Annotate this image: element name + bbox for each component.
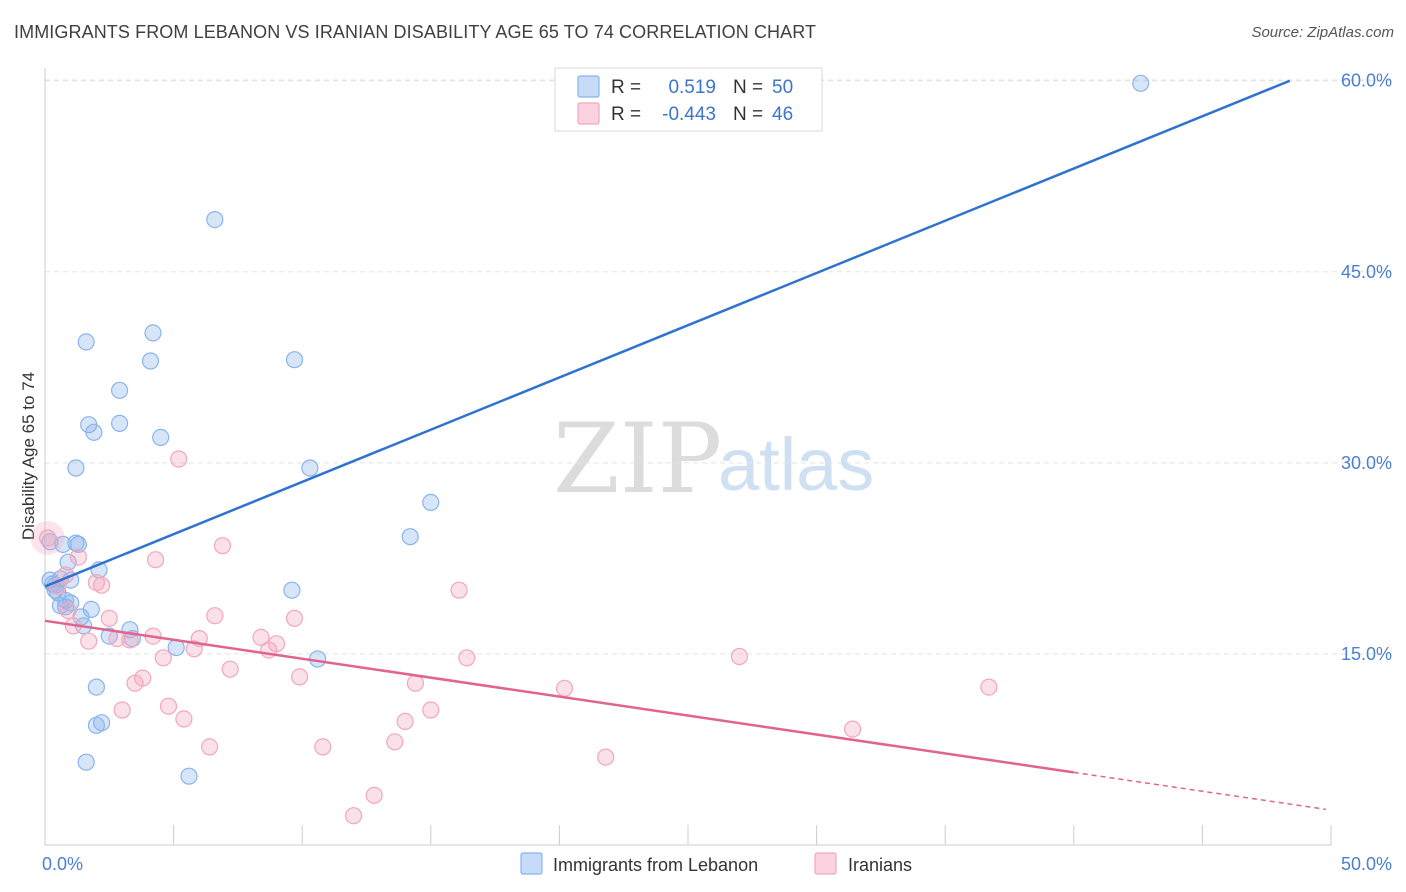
point-lebanon-37 [180,767,198,785]
chart-title: IMMIGRANTS FROM LEBANON VS IRANIAN DISAB… [14,22,817,42]
point-iranians-23 [201,738,219,756]
legend-r-label-iranians: R = [611,104,641,125]
legend-r-value-lebanon: 0.519 [668,77,716,98]
point-iranians-8 [92,576,111,594]
point-iranians-32 [314,738,332,756]
point-iranians-14 [134,669,152,687]
trend-line-lebanon [44,79,1291,588]
point-lebanon-40 [285,351,304,369]
point-iranians-20 [175,710,193,728]
point-iranians-11 [113,701,131,719]
point-iranians-44 [843,720,862,738]
point-iranians-25 [213,537,232,555]
legend-n-value-iranians: 46 [772,104,793,125]
legend-r-label-lebanon: R = [611,77,641,98]
watermark-atlas: atlas [718,423,874,506]
point-iranians-large-bubble [30,521,65,555]
point-iranians-26 [221,660,239,678]
point-iranians-42 [597,748,615,766]
point-iranians-18 [159,697,178,715]
point-iranians-35 [386,733,404,751]
trend-line-iranians [44,619,1074,774]
y-tick-label-2: 45.0% [1341,262,1392,282]
legend-n-label-lebanon: N = [733,77,763,98]
watermark-zip: ZIP [553,403,722,515]
source-credit: Source: ZipAtlas.com [1251,24,1394,41]
point-iranians-19 [170,450,188,468]
bottom-legend-swatch-lebanon [520,852,543,875]
axes [44,68,1332,846]
point-iranians-41 [555,679,574,697]
series-legend: Immigrants from Lebanon Iranians [520,852,912,875]
point-iranians-6 [80,632,98,650]
x-tick-labels: 0.0% 50.0% [42,854,1392,874]
point-lebanon-45 [1132,74,1150,92]
point-lebanon-33 [141,352,160,370]
x-tick-label-1: 50.0% [1341,854,1392,874]
series-iranians-points [30,450,998,825]
y-tick-label-3: 60.0% [1341,71,1392,91]
point-iranians-9 [100,609,118,627]
legend-n-label-iranians: N = [733,104,763,125]
point-lebanon-38 [206,211,224,229]
point-iranians-36 [396,712,414,731]
y-tick-label-0: 15.0% [1341,644,1392,664]
point-iranians-37 [406,674,424,692]
point-lebanon-29 [110,381,129,399]
legend-n-value-lebanon: 50 [772,77,793,98]
x-tick-label-0: 0.0% [42,854,83,874]
legend-r-value-iranians: -0.443 [662,104,716,125]
point-lebanon-21 [82,600,100,619]
point-lebanon-39 [283,581,301,599]
gridlines [45,79,1392,655]
point-lebanon-23 [87,678,106,696]
point-iranians-5 [69,548,88,566]
point-iranians-43 [730,647,749,666]
point-iranians-16 [147,551,165,569]
point-iranians-27 [252,628,270,647]
legend-swatch-lebanon [577,75,600,98]
point-lebanon-22 [85,423,103,441]
point-lebanon-44 [422,493,440,511]
point-iranians-12 [121,631,139,649]
point-lebanon-11 [59,553,77,571]
y-tick-label-1: 30.0% [1341,453,1392,473]
point-iranians-31 [291,668,309,686]
point-iranians-29 [267,635,286,653]
point-lebanon-15 [69,535,88,554]
watermark: ZIP atlas [553,403,874,515]
y-tick-labels: 15.0% 30.0% 45.0% 60.0% [1341,71,1392,664]
bottom-legend-swatch-iranians [814,852,837,875]
point-iranians-0 [38,529,57,547]
bottom-legend-label-lebanon: Immigrants from Lebanon [553,855,758,875]
point-iranians-30 [285,609,304,627]
point-iranians-24 [206,607,224,625]
point-lebanon-26 [92,714,111,732]
point-lebanon-43 [401,528,419,546]
point-iranians-39 [450,581,468,599]
point-lebanon-27 [77,753,95,771]
point-lebanon-35 [152,428,170,446]
point-iranians-3 [59,601,77,620]
y-axis-label: Disability Age 65 to 74 [19,372,38,540]
point-iranians-17 [154,649,172,667]
point-iranians-45 [980,678,998,696]
point-lebanon-19 [77,333,95,351]
point-iranians-40 [458,649,476,667]
legend-swatch-iranians [577,102,600,125]
point-iranians-38 [422,701,440,719]
point-lebanon-30 [110,414,129,432]
trend-lines [44,79,1326,811]
point-lebanon-34 [144,324,162,342]
correlation-legend: R = 0.519 N = 50 R = -0.443 N = 46 [554,67,823,132]
point-iranians-21 [185,640,203,658]
trend-line-iranians-extension [1073,771,1326,811]
point-lebanon-16 [67,459,85,477]
point-iranians-34 [365,786,383,804]
bottom-legend-label-iranians: Iranians [848,855,912,875]
point-iranians-33 [345,807,363,825]
point-lebanon-41 [301,459,319,477]
